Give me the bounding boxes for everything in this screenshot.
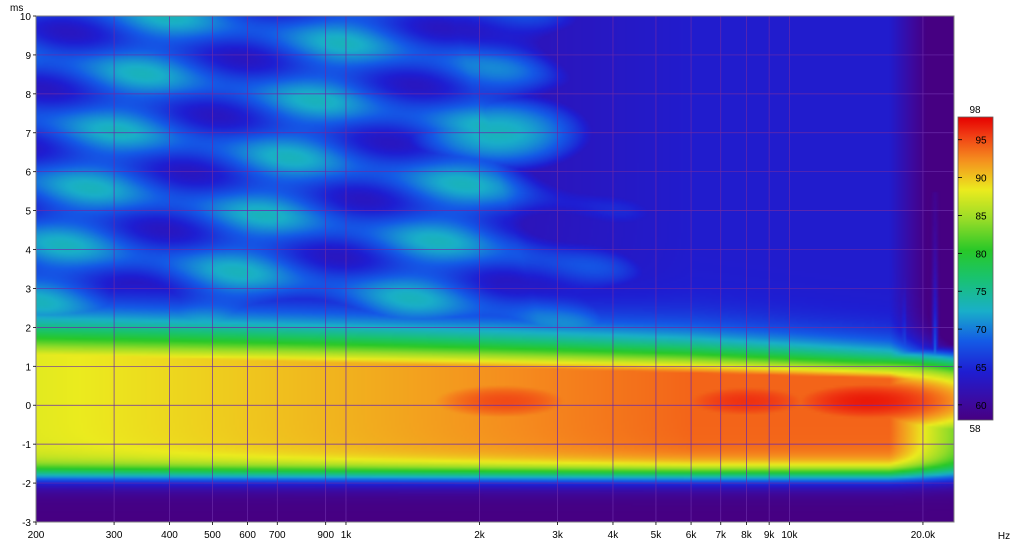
colorbar-tick-label-80: 80 bbox=[975, 249, 987, 260]
colorbar-tick-label-85: 85 bbox=[975, 211, 987, 222]
y-tick-label--1: -1 bbox=[22, 440, 31, 451]
y-tick-label-5: 5 bbox=[25, 207, 31, 218]
x-tick-label-3k: 3k bbox=[552, 530, 564, 541]
y-tick-label-6: 6 bbox=[25, 168, 31, 179]
colorbar-tick-label-90: 90 bbox=[975, 174, 987, 185]
colorbar-fill bbox=[958, 117, 993, 420]
x-tick-label-4k: 4k bbox=[608, 530, 620, 541]
colorbar: 98 58 60 65 70 75 80 85 90 95 bbox=[957, 105, 994, 435]
x-tick-label-20.0k: 20.0k bbox=[911, 530, 936, 541]
colorbar-border bbox=[957, 116, 994, 421]
y-tick-label-2: 2 bbox=[25, 323, 31, 334]
y-tick-label-3: 3 bbox=[25, 284, 31, 295]
colorbar-tick-label-95: 95 bbox=[975, 136, 987, 147]
x-tick-label-8k: 8k bbox=[741, 530, 753, 541]
colorbar-min-label: 58 bbox=[969, 424, 981, 435]
x-tick-label-5k: 5k bbox=[651, 530, 663, 541]
colorbar-tick-label-75: 75 bbox=[975, 287, 987, 298]
y-tick-label-1: 1 bbox=[25, 362, 31, 373]
y-tick-label-7: 7 bbox=[25, 129, 31, 140]
heatmap-image bbox=[36, 16, 954, 522]
vertical-gridlines bbox=[36, 16, 924, 522]
colorbar-tick-label-60: 60 bbox=[975, 401, 987, 412]
y-tick-label-0: 0 bbox=[25, 401, 31, 412]
x-tick-label-1k: 1k bbox=[341, 530, 353, 541]
colorbar-tick-label-70: 70 bbox=[975, 325, 987, 336]
x-axis-unit-label: Hz bbox=[998, 531, 1010, 542]
x-tick-label-10k: 10k bbox=[781, 530, 798, 541]
x-tick-label-6k: 6k bbox=[686, 530, 698, 541]
x-tick-label-7k: 7k bbox=[715, 530, 727, 541]
x-tick-label-700: 700 bbox=[269, 530, 286, 541]
y-axis-unit-label: ms bbox=[10, 3, 23, 14]
plot-border bbox=[35, 15, 955, 523]
y-tick-label-10: 10 bbox=[20, 12, 32, 23]
y-tick-label-4: 4 bbox=[25, 246, 31, 257]
horizontal-gridlines bbox=[36, 16, 954, 522]
x-tick-label-500: 500 bbox=[204, 530, 221, 541]
x-tick-label-2k: 2k bbox=[474, 530, 486, 541]
x-tick-label-300: 300 bbox=[106, 530, 123, 541]
colorbar-max-label: 98 bbox=[969, 105, 981, 116]
colorbar-ticks: 60 65 70 75 80 85 90 95 bbox=[958, 136, 987, 412]
colorbar-tick-label-65: 65 bbox=[975, 363, 987, 374]
x-tick-label-9k: 9k bbox=[764, 530, 776, 541]
x-tick-label-400: 400 bbox=[161, 530, 178, 541]
x-axis-ticks: 200 300 400 500 600 700 900 1k 2k 3k 4k 5k 6k 7k 8k 9k 1… bbox=[28, 522, 936, 541]
y-axis-ticks: -3 -2 -1 0 1 2 3 4 5 6 7 8 9 10 bbox=[20, 12, 36, 529]
y-tick-label--3: -3 bbox=[22, 518, 31, 529]
y-tick-label--2: -2 bbox=[22, 479, 31, 490]
x-tick-label-900: 900 bbox=[317, 530, 334, 541]
y-tick-label-8: 8 bbox=[25, 90, 31, 101]
y-tick-label-9: 9 bbox=[25, 51, 31, 62]
x-tick-label-200: 200 bbox=[28, 530, 45, 541]
x-tick-label-600: 600 bbox=[239, 530, 256, 541]
